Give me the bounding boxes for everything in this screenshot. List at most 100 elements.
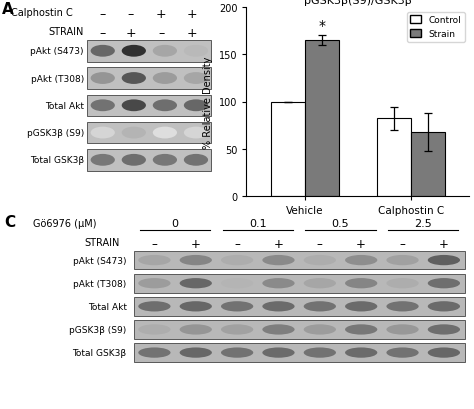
Text: +: + — [156, 8, 167, 21]
Ellipse shape — [345, 324, 377, 335]
Ellipse shape — [91, 127, 115, 139]
Ellipse shape — [91, 100, 115, 112]
Text: 0: 0 — [172, 218, 179, 228]
Text: pGSK3β (S9): pGSK3β (S9) — [70, 325, 127, 334]
Text: A: A — [2, 2, 14, 17]
Ellipse shape — [428, 324, 460, 335]
Bar — [87, 150, 211, 171]
Ellipse shape — [180, 255, 212, 265]
Bar — [134, 320, 465, 339]
Text: C: C — [5, 215, 16, 229]
Text: –: – — [100, 8, 106, 21]
Bar — [134, 251, 465, 270]
Bar — [134, 274, 465, 293]
Text: STRAIN: STRAIN — [84, 238, 120, 247]
Ellipse shape — [184, 155, 208, 166]
Ellipse shape — [221, 348, 253, 358]
Ellipse shape — [138, 301, 171, 312]
Ellipse shape — [138, 279, 171, 289]
Ellipse shape — [345, 301, 377, 312]
Ellipse shape — [221, 255, 253, 265]
Ellipse shape — [221, 279, 253, 289]
Ellipse shape — [153, 46, 177, 58]
Ellipse shape — [184, 100, 208, 112]
Ellipse shape — [122, 46, 146, 58]
Text: –: – — [128, 8, 134, 21]
Text: +: + — [439, 238, 449, 251]
Ellipse shape — [122, 155, 146, 166]
Text: 2.5: 2.5 — [414, 218, 432, 228]
Text: –: – — [152, 238, 157, 251]
Text: +: + — [126, 27, 136, 40]
Bar — [411, 133, 445, 196]
Ellipse shape — [221, 324, 253, 335]
Bar — [87, 41, 211, 62]
Ellipse shape — [386, 324, 419, 335]
Text: +: + — [273, 238, 283, 251]
Text: STRAIN: STRAIN — [48, 27, 83, 36]
Text: –: – — [100, 27, 106, 40]
Bar — [271, 102, 305, 196]
Ellipse shape — [386, 348, 419, 358]
Text: Calphostin C: Calphostin C — [11, 8, 73, 18]
Ellipse shape — [304, 279, 336, 289]
Ellipse shape — [91, 73, 115, 85]
Bar — [87, 68, 211, 90]
Ellipse shape — [262, 255, 295, 265]
Text: Total Akt: Total Akt — [45, 101, 84, 110]
Title: pGSK3β(S9)/GSK3β: pGSK3β(S9)/GSK3β — [304, 0, 412, 6]
Text: pAkt (T308): pAkt (T308) — [31, 74, 84, 83]
Text: B: B — [184, 0, 196, 1]
Ellipse shape — [386, 279, 419, 289]
Ellipse shape — [221, 301, 253, 312]
Text: Total GSK3β: Total GSK3β — [30, 156, 84, 165]
Ellipse shape — [262, 301, 295, 312]
Text: pAkt (T308): pAkt (T308) — [73, 279, 127, 288]
Ellipse shape — [386, 301, 419, 312]
Ellipse shape — [122, 100, 146, 112]
Ellipse shape — [122, 73, 146, 85]
Text: –: – — [400, 238, 405, 251]
Text: –: – — [317, 238, 323, 251]
Text: +: + — [356, 238, 366, 251]
Ellipse shape — [180, 301, 212, 312]
Legend: Control, Strain: Control, Strain — [407, 13, 465, 43]
Ellipse shape — [262, 324, 295, 335]
Ellipse shape — [180, 279, 212, 289]
Text: 0.1: 0.1 — [249, 218, 266, 228]
Ellipse shape — [262, 348, 295, 358]
Ellipse shape — [184, 46, 208, 58]
Ellipse shape — [428, 348, 460, 358]
Bar — [377, 119, 411, 196]
Ellipse shape — [153, 155, 177, 166]
Bar — [87, 123, 211, 144]
Ellipse shape — [180, 348, 212, 358]
Ellipse shape — [91, 155, 115, 166]
Ellipse shape — [304, 301, 336, 312]
Ellipse shape — [138, 324, 171, 335]
Ellipse shape — [304, 324, 336, 335]
Text: *: * — [319, 19, 325, 33]
Ellipse shape — [138, 348, 171, 358]
Text: Total GSK3β: Total GSK3β — [73, 348, 127, 357]
Ellipse shape — [262, 279, 295, 289]
Ellipse shape — [304, 348, 336, 358]
Text: pAkt (S473): pAkt (S473) — [30, 47, 84, 56]
Ellipse shape — [153, 100, 177, 112]
Text: Total Akt: Total Akt — [88, 302, 127, 311]
Ellipse shape — [184, 73, 208, 85]
Bar — [134, 344, 465, 362]
Ellipse shape — [153, 73, 177, 85]
Ellipse shape — [91, 46, 115, 58]
Text: Gö6976 (μM): Gö6976 (μM) — [33, 218, 96, 228]
Ellipse shape — [428, 255, 460, 265]
Text: pAkt (S473): pAkt (S473) — [73, 256, 127, 265]
Ellipse shape — [345, 279, 377, 289]
Ellipse shape — [138, 255, 171, 265]
Y-axis label: % Relative Density: % Relative Density — [203, 56, 213, 148]
Ellipse shape — [180, 324, 212, 335]
Bar — [87, 95, 211, 117]
Bar — [134, 297, 465, 316]
Text: +: + — [187, 8, 197, 21]
Ellipse shape — [153, 127, 177, 139]
